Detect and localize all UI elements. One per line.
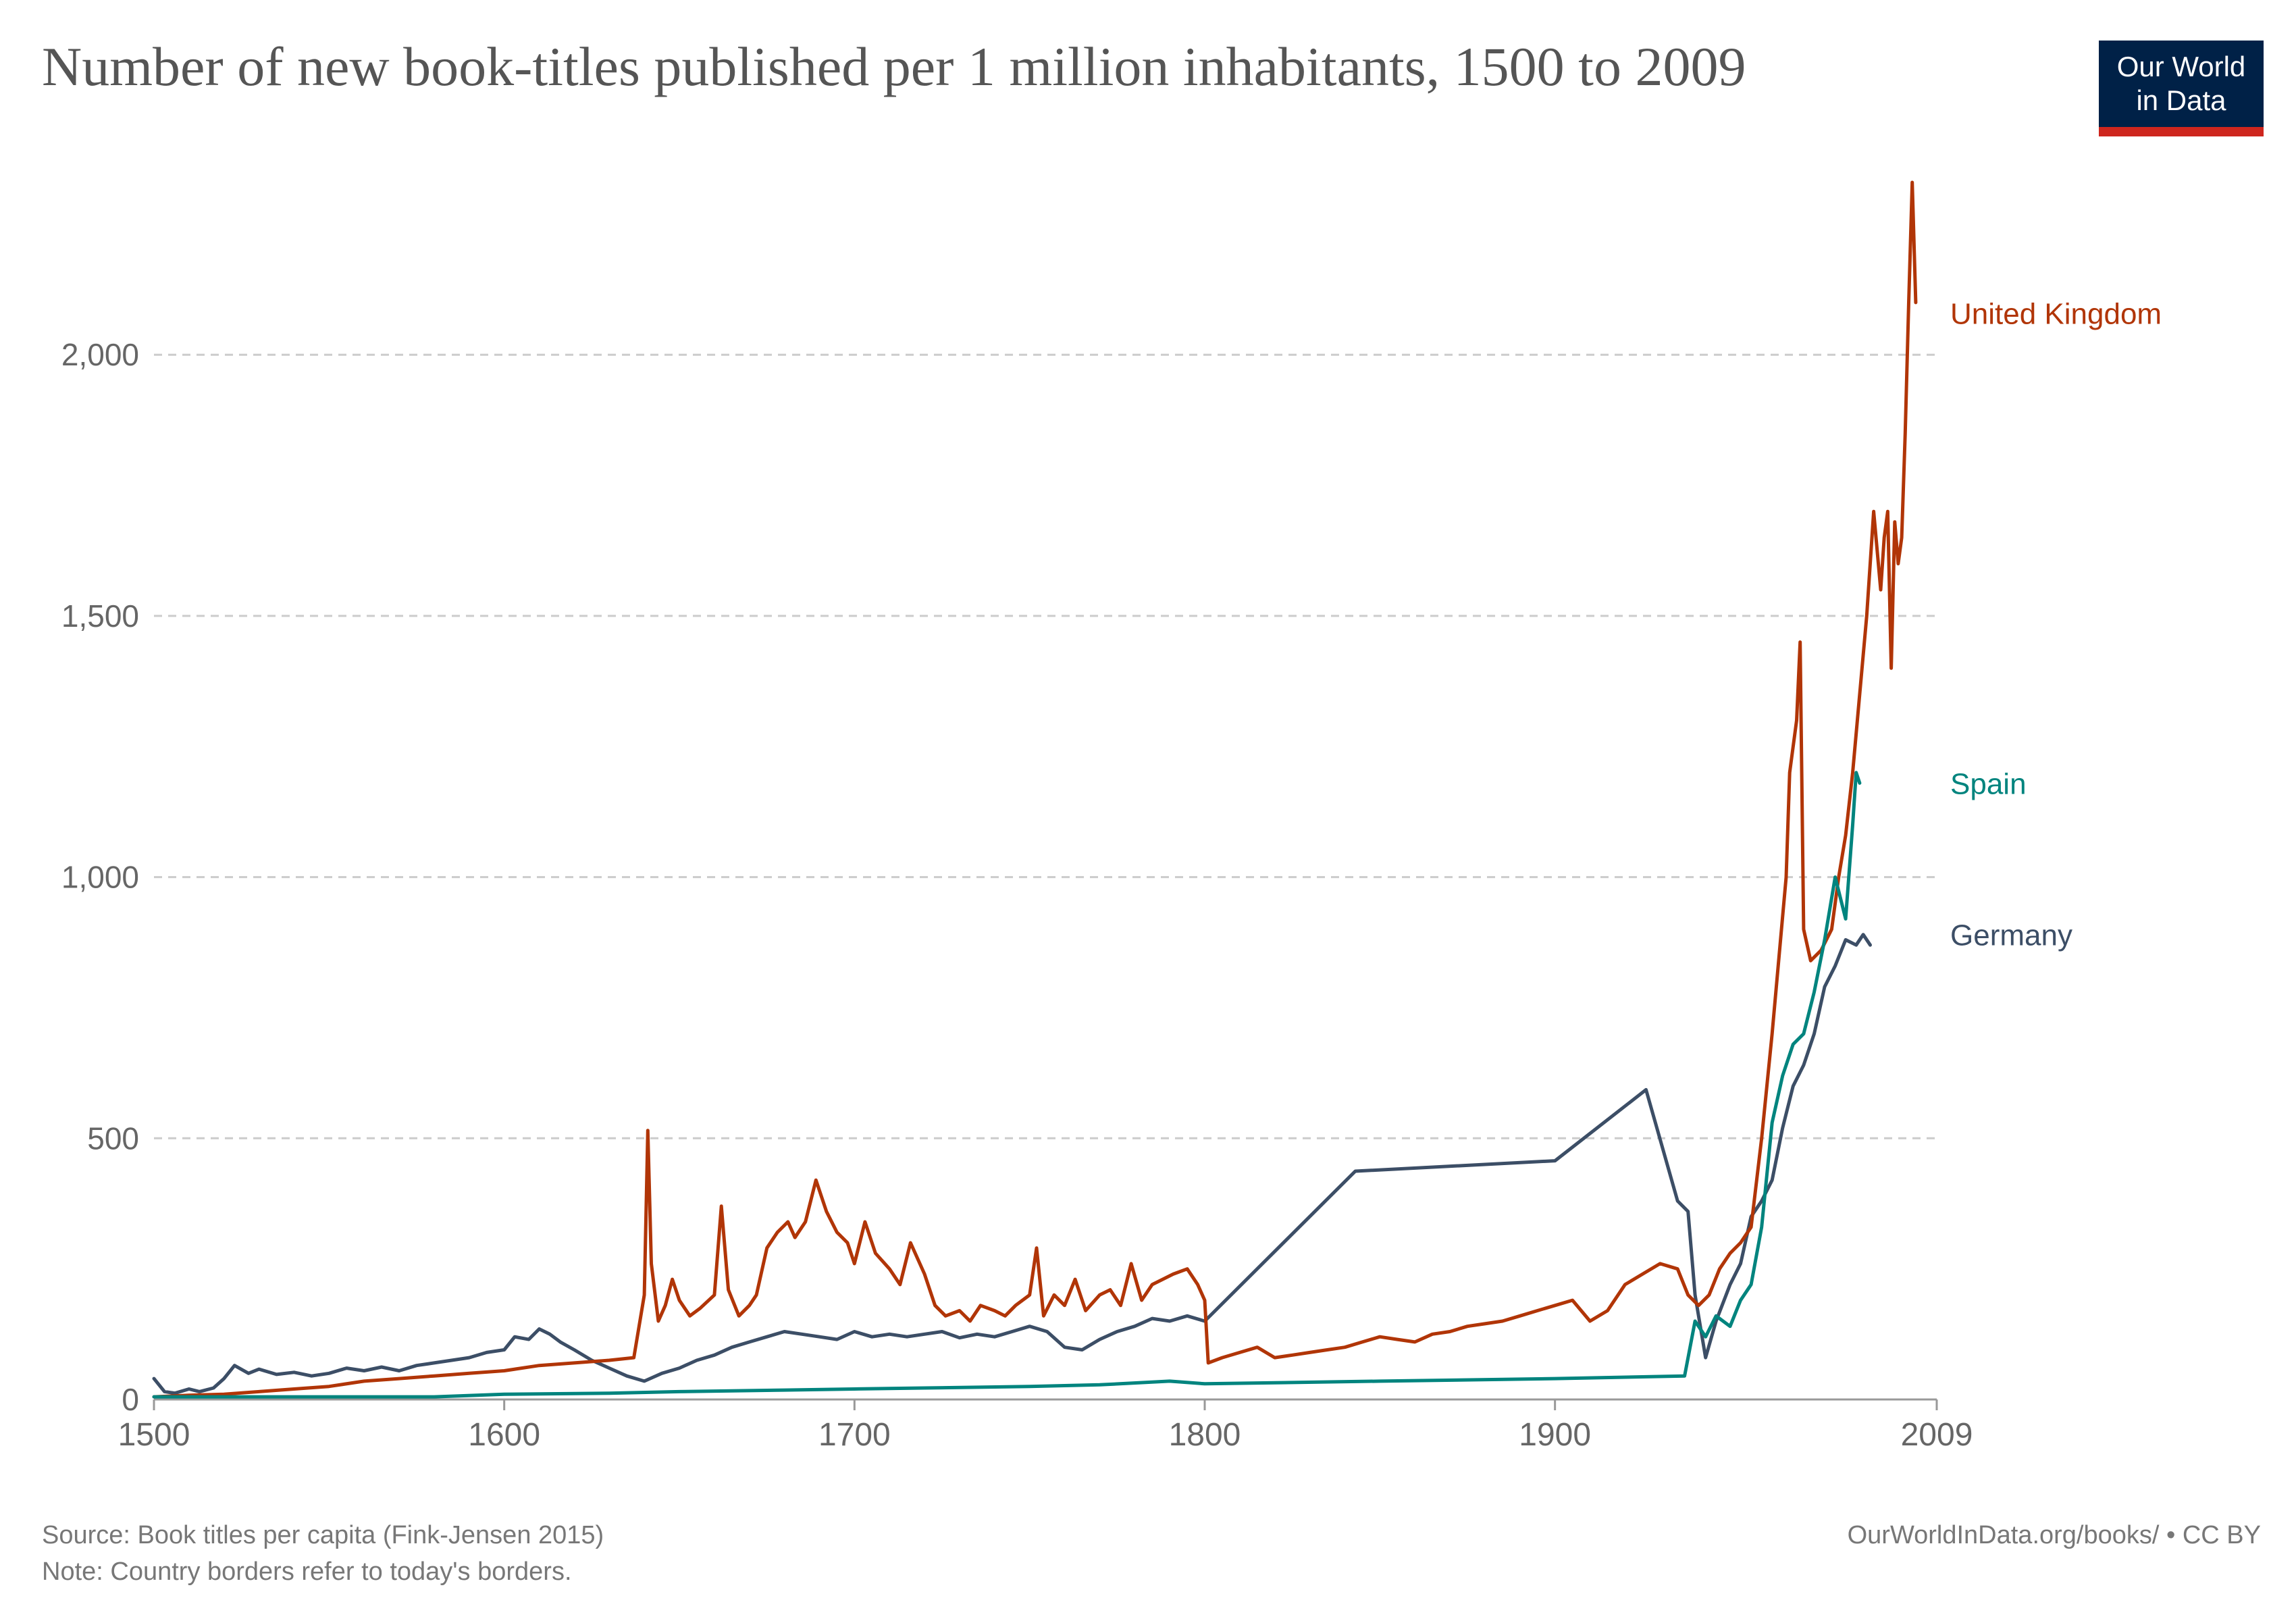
y-tick-label: 0 [122,1382,139,1417]
x-tick-label: 1900 [1519,1417,1591,1453]
series-label-united-kingdom: United Kingdom [1950,297,2162,330]
logo-line-2: in Data [2136,84,2226,116]
logo-line-1: Our World [2116,51,2246,82]
series-label-spain: Spain [1950,767,2027,800]
x-tick-label: 1600 [468,1417,540,1453]
series-line-germany[interactable] [152,933,1872,1395]
series-lines [152,180,1918,1399]
line-chart: 1500 1600 1700 1800 1900 2009 0 500 1,000 1,500 2… [61,180,2162,1453]
series-line-united-kingdom[interactable] [152,180,1918,1399]
borders-note: Note: Country borders refer to today's b… [42,1558,572,1586]
source-note: Source: Book titles per capita (Fink-Jen… [42,1521,604,1549]
y-tick-label: 500 [87,1121,139,1156]
x-tick-label: 1800 [1169,1417,1241,1453]
series-line-spain[interactable] [152,771,1862,1399]
y-axis: 0 500 1,000 1,500 2,000 [61,337,139,1417]
series-labels: Germany United Kingdom Spain [1950,297,2162,952]
x-tick-label: 1500 [118,1417,190,1453]
x-tick-label: 2009 [1901,1417,1973,1453]
x-axis: 1500 1600 1700 1800 1900 2009 [118,1398,1973,1453]
y-tick-label: 2,000 [61,337,139,372]
x-tick-label: 1700 [818,1417,891,1453]
y-tick-label: 1,000 [61,860,139,895]
owid-logo[interactable]: Our World in Data [2099,41,2264,136]
source-link[interactable]: OurWorldInData.org/books/ • CC BY [1847,1521,2261,1549]
chart-title: Number of new book-titles published per … [42,36,1746,97]
y-tick-label: 1,500 [61,598,139,634]
logo-accent-bar [2099,127,2264,136]
series-label-germany: Germany [1950,919,2072,952]
gridlines [154,353,1937,1139]
